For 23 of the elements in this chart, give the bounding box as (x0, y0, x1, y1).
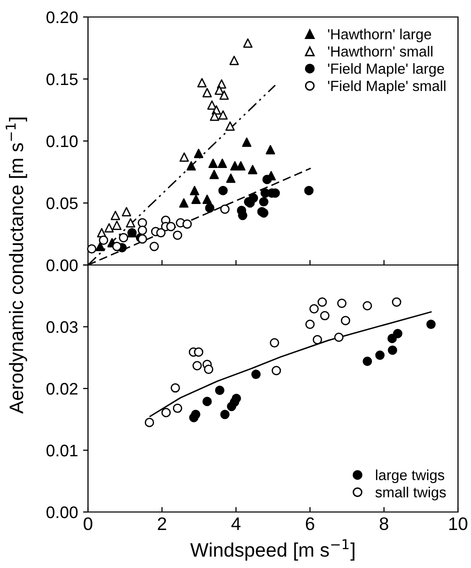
y-tick-label: 0.20 (46, 11, 78, 24)
x-tick-label: 10 (449, 517, 468, 530)
legend-label: 'Field Maple' small (328, 80, 446, 94)
y-tick-label: 0.00 (46, 259, 78, 272)
x-tick-label: 2 (158, 517, 166, 530)
y-tick-label: 0.10 (46, 135, 78, 148)
legend-label: large twigs (376, 470, 444, 484)
y-tick-label: 0.05 (46, 197, 78, 210)
y-axis-title: Aerodynamic conductance [m s$^{−1}$] (6, 118, 28, 414)
x-tick-label: 4 (231, 518, 240, 530)
legend-label: small twigs (375, 486, 446, 500)
legend-label: 'Hawthorn' large (328, 28, 432, 42)
y-tick-label: 0.01 (46, 444, 78, 456)
y-tick-label: 0.15 (46, 73, 78, 86)
x-axis-title: Windspeed [m s$^{−1}$] (190, 539, 354, 561)
x-tick-label: 8 (380, 517, 388, 530)
legend-label: 'Field Maple' large (328, 63, 444, 77)
x-tick-label: 6 (306, 517, 314, 530)
y-tick-label: 0.03 (46, 321, 78, 333)
y-tick-label: 0.02 (46, 382, 78, 395)
legend-label: 'Hawthorn' small (328, 46, 432, 57)
x-tick-label: 0 (84, 517, 92, 530)
y-tick-label: 0.00 (46, 506, 78, 518)
